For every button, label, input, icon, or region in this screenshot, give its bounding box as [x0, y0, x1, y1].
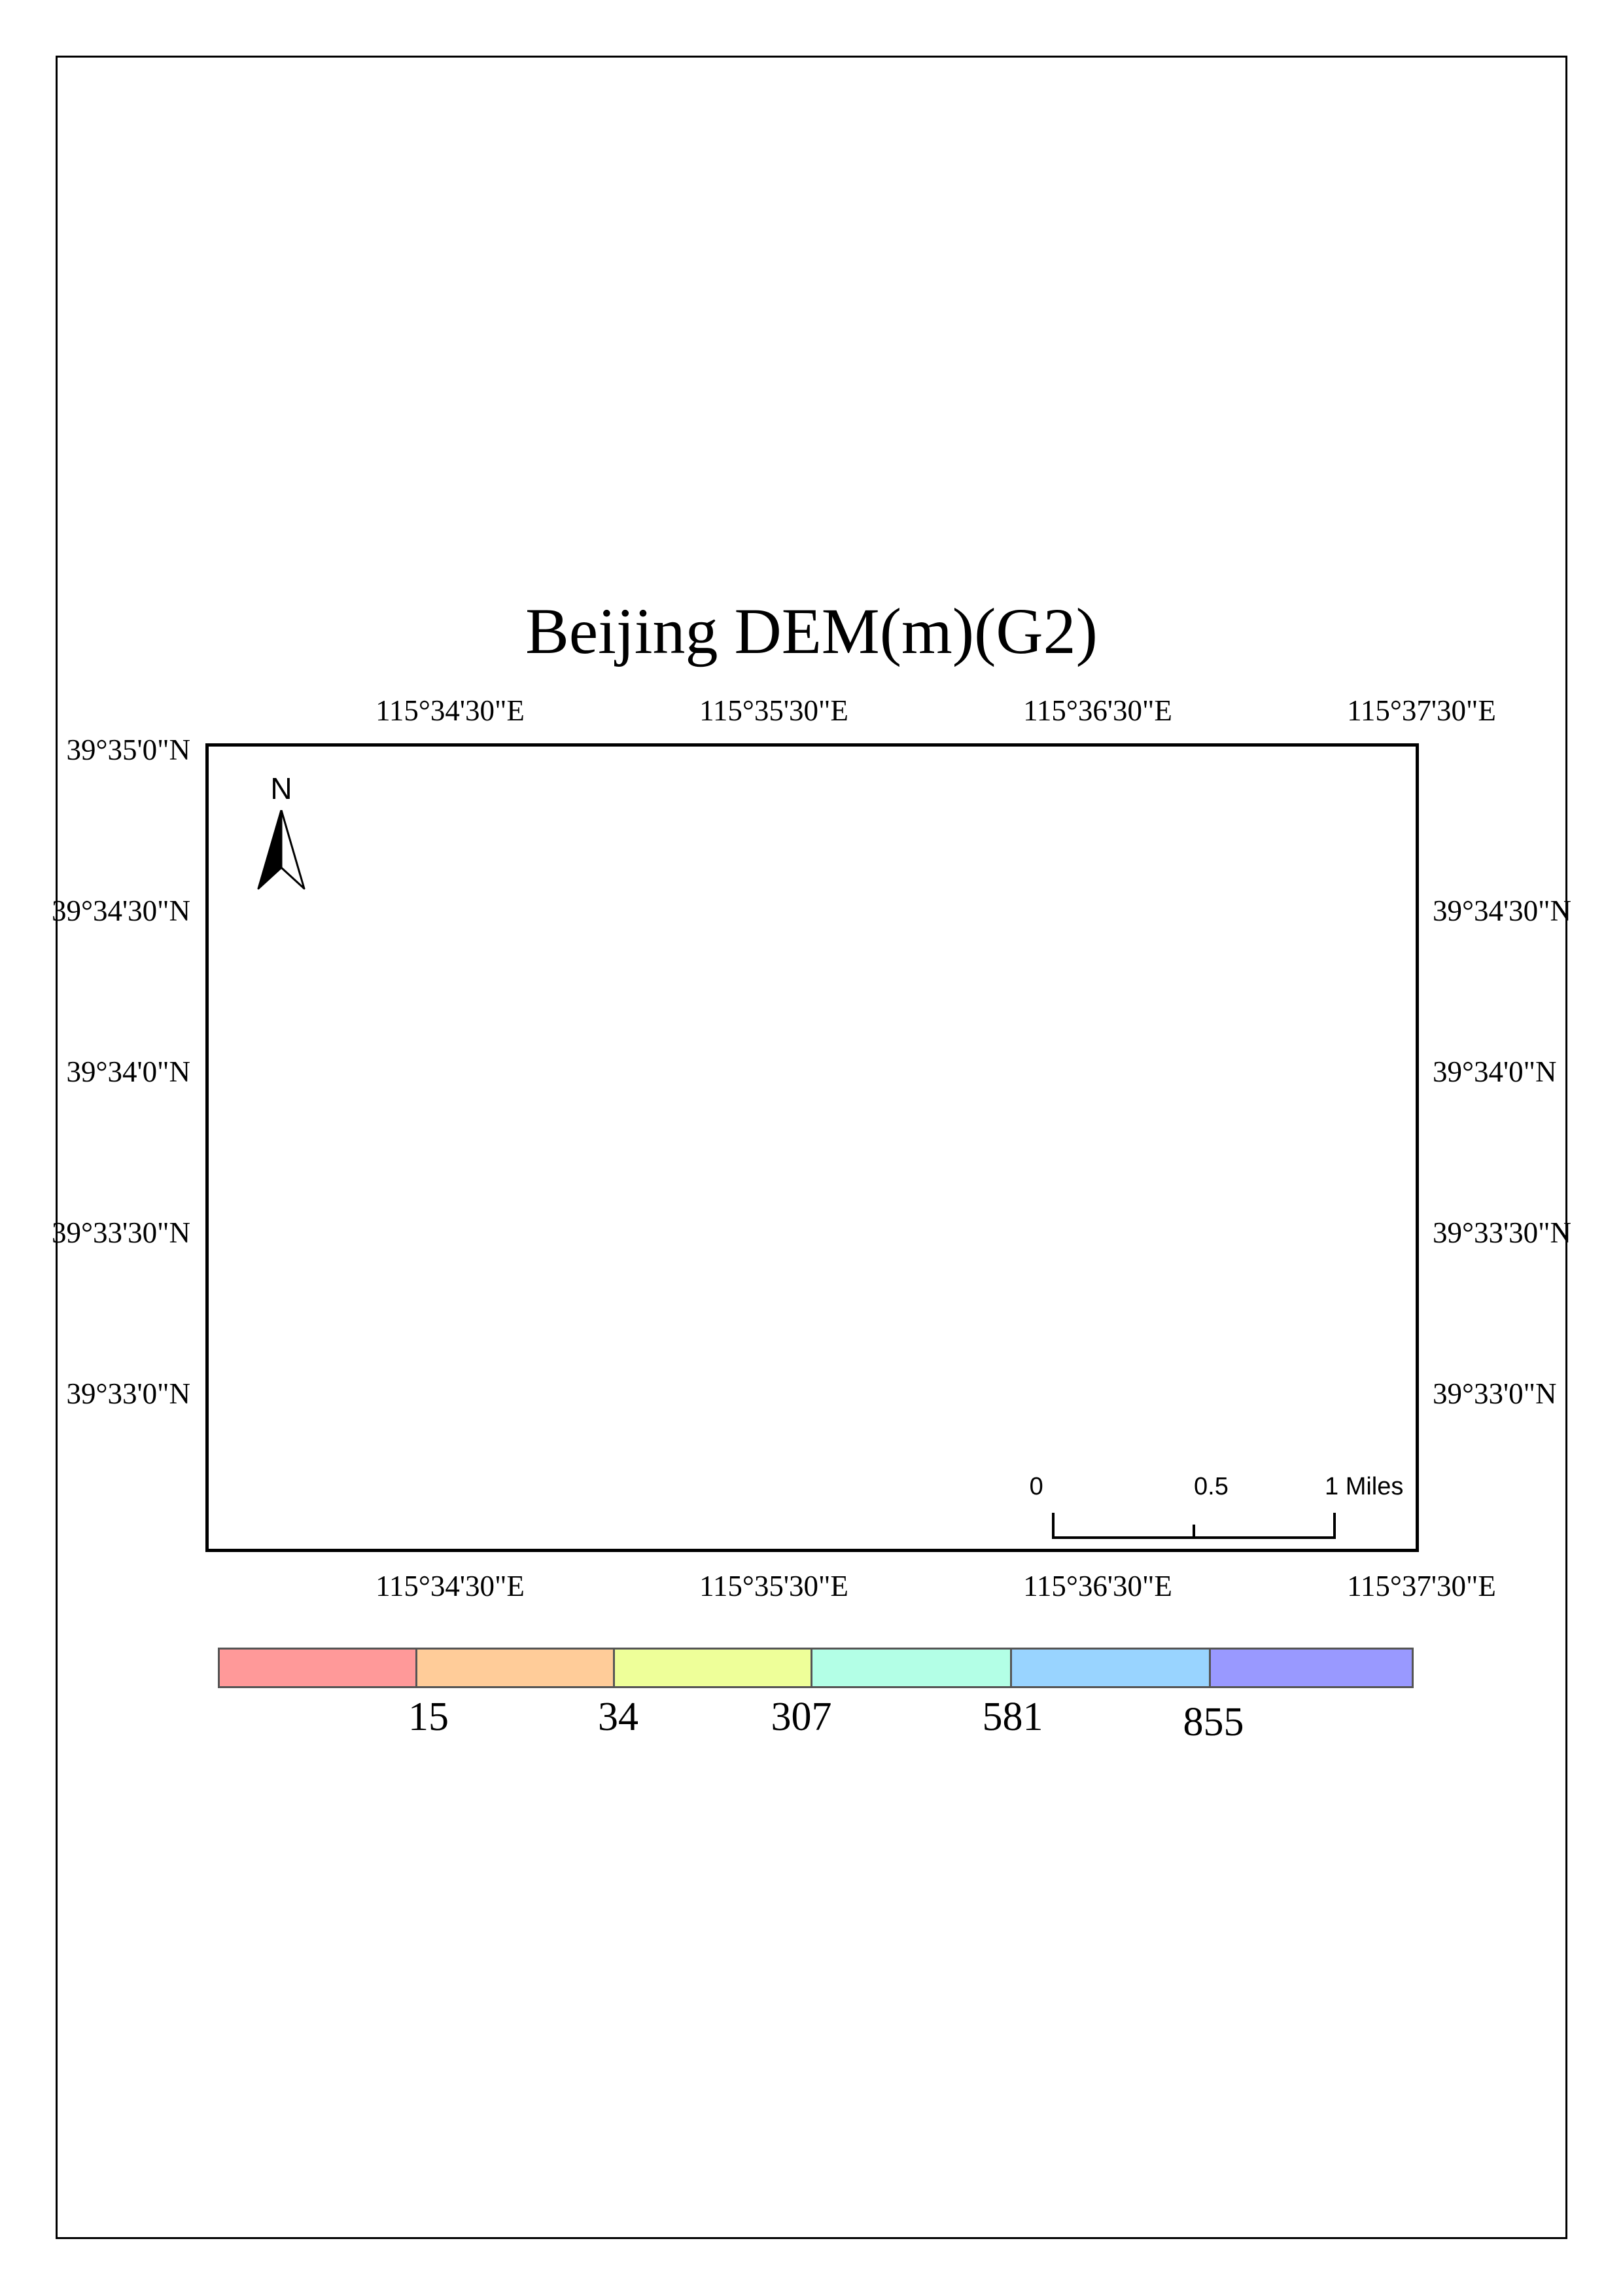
longitude-label-bottom: 115°34'30"E [375, 1570, 525, 1602]
latitude-label-left: 39°34'0"N [66, 1055, 190, 1088]
longitude-label-top: 115°37'30"E [1347, 694, 1496, 727]
longitude-label-top: 115°35'30"E [699, 694, 848, 727]
longitude-label-top: 115°34'30"E [375, 694, 525, 727]
legend-break-label: 307 [771, 1695, 832, 1739]
north-label: N [270, 771, 292, 805]
latitude-label-left: 39°35'0"N [66, 733, 190, 766]
legend-swatch [415, 1648, 615, 1688]
scale-line-icon [1052, 1513, 1336, 1539]
latitude-label-right: 39°34'30"N [1433, 894, 1571, 927]
latitude-label-right: 39°33'30"N [1433, 1216, 1571, 1249]
longitude-label-bottom: 115°37'30"E [1347, 1570, 1496, 1602]
legend-swatch [218, 1648, 417, 1688]
scale-label-zero: 0 [1029, 1473, 1043, 1500]
north-arrow: N [252, 772, 311, 903]
legend [218, 1648, 1414, 1688]
map-frame [205, 743, 1419, 1552]
legend-swatch [1209, 1648, 1414, 1688]
latitude-label-left: 39°34'30"N [52, 894, 190, 927]
scale-bar: 0 0.5 1 Miles [1030, 1472, 1426, 1544]
legend-break-label: 855 [1183, 1700, 1244, 1744]
legend-break-label: 15 [408, 1695, 449, 1739]
north-arrow-icon [257, 810, 305, 890]
latitude-label-left: 39°33'30"N [52, 1216, 190, 1249]
scale-label-one-mile: 1 Miles [1325, 1473, 1404, 1500]
map-title: Beijing DEM(m)(G2) [525, 595, 1098, 667]
legend-swatch [811, 1648, 1012, 1688]
longitude-label-bottom: 115°35'30"E [699, 1570, 848, 1602]
longitude-label-bottom: 115°36'30"E [1023, 1570, 1172, 1602]
scale-label-half: 0.5 [1194, 1473, 1229, 1500]
legend-break-label: 34 [598, 1695, 638, 1739]
legend-swatch [613, 1648, 812, 1688]
latitude-label-left: 39°33'0"N [66, 1377, 190, 1410]
legend-break-label: 581 [982, 1695, 1043, 1739]
legend-swatch [1010, 1648, 1211, 1688]
page-frame [56, 56, 1567, 2239]
latitude-label-right: 39°33'0"N [1433, 1377, 1557, 1410]
latitude-label-right: 39°34'0"N [1433, 1055, 1557, 1088]
longitude-label-top: 115°36'30"E [1023, 694, 1172, 727]
